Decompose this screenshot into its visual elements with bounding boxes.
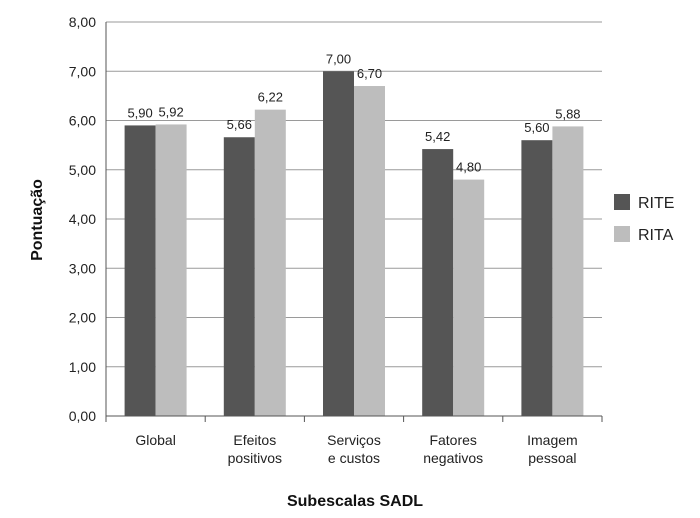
y-tick-label: 4,00: [69, 211, 96, 227]
x-category-label: Global: [135, 432, 175, 448]
bar-rite: [521, 140, 553, 416]
data-label: 5,66: [227, 117, 252, 132]
data-label: 5,88: [555, 106, 580, 121]
y-tick-label: 2,00: [69, 310, 96, 326]
legend-swatch-rite: [614, 194, 630, 210]
data-label: 6,22: [258, 90, 283, 105]
x-category-label: Imagem pessoal: [527, 432, 578, 466]
x-axis-title: Subescalas SADL: [287, 493, 423, 510]
bar-rite: [422, 149, 454, 416]
legend: RITE RITA: [614, 194, 674, 244]
x-category-label: Efeitos positivos: [228, 432, 282, 466]
x-category-label: Fatores negativos: [423, 432, 483, 466]
x-category-labels: Global Efeitos positivos Serviços e custos Fa…: [135, 432, 577, 466]
axes: [105, 22, 603, 422]
data-label: 4,80: [456, 160, 481, 175]
y-tick-label: 8,00: [69, 14, 96, 30]
bars: [124, 71, 584, 417]
y-axis-title: Pontuação: [29, 179, 46, 261]
data-label: 6,70: [357, 66, 382, 81]
bar-rite: [323, 71, 354, 416]
legend-swatch-rita: [614, 226, 630, 242]
data-labels: 5,90 5,92 5,66 6,22 7,00 6,70 5,42 4,80 5,60 5,88: [127, 51, 580, 174]
y-tick-label: 5,00: [69, 162, 96, 178]
data-label: 5,60: [524, 120, 549, 135]
y-tick-label: 6,00: [69, 113, 96, 129]
y-tick-label: 1,00: [69, 359, 96, 375]
y-tick-labels: 0,00 1,00 2,00 3,00 4,00 5,00 6,00 7,00 8,00: [69, 14, 96, 424]
data-label: 5,42: [425, 129, 450, 144]
data-label: 7,00: [326, 51, 351, 66]
bar-rita: [354, 86, 385, 417]
bar-rita: [155, 124, 187, 416]
y-tick-label: 3,00: [69, 260, 96, 276]
bar-rite: [223, 137, 255, 416]
legend-label-rita: RITA: [638, 227, 674, 244]
bar-rite: [124, 125, 156, 417]
legend-label-rite: RITE: [638, 195, 674, 212]
y-tick-label: 0,00: [69, 408, 96, 424]
data-label: 5,92: [158, 104, 183, 119]
bar-rita: [552, 126, 584, 416]
x-category-label: Serviços e custos: [327, 432, 381, 466]
y-tick-label: 7,00: [69, 63, 96, 79]
bar-rita: [453, 179, 485, 416]
bar-rita: [254, 109, 286, 416]
data-label: 5,90: [127, 105, 152, 120]
